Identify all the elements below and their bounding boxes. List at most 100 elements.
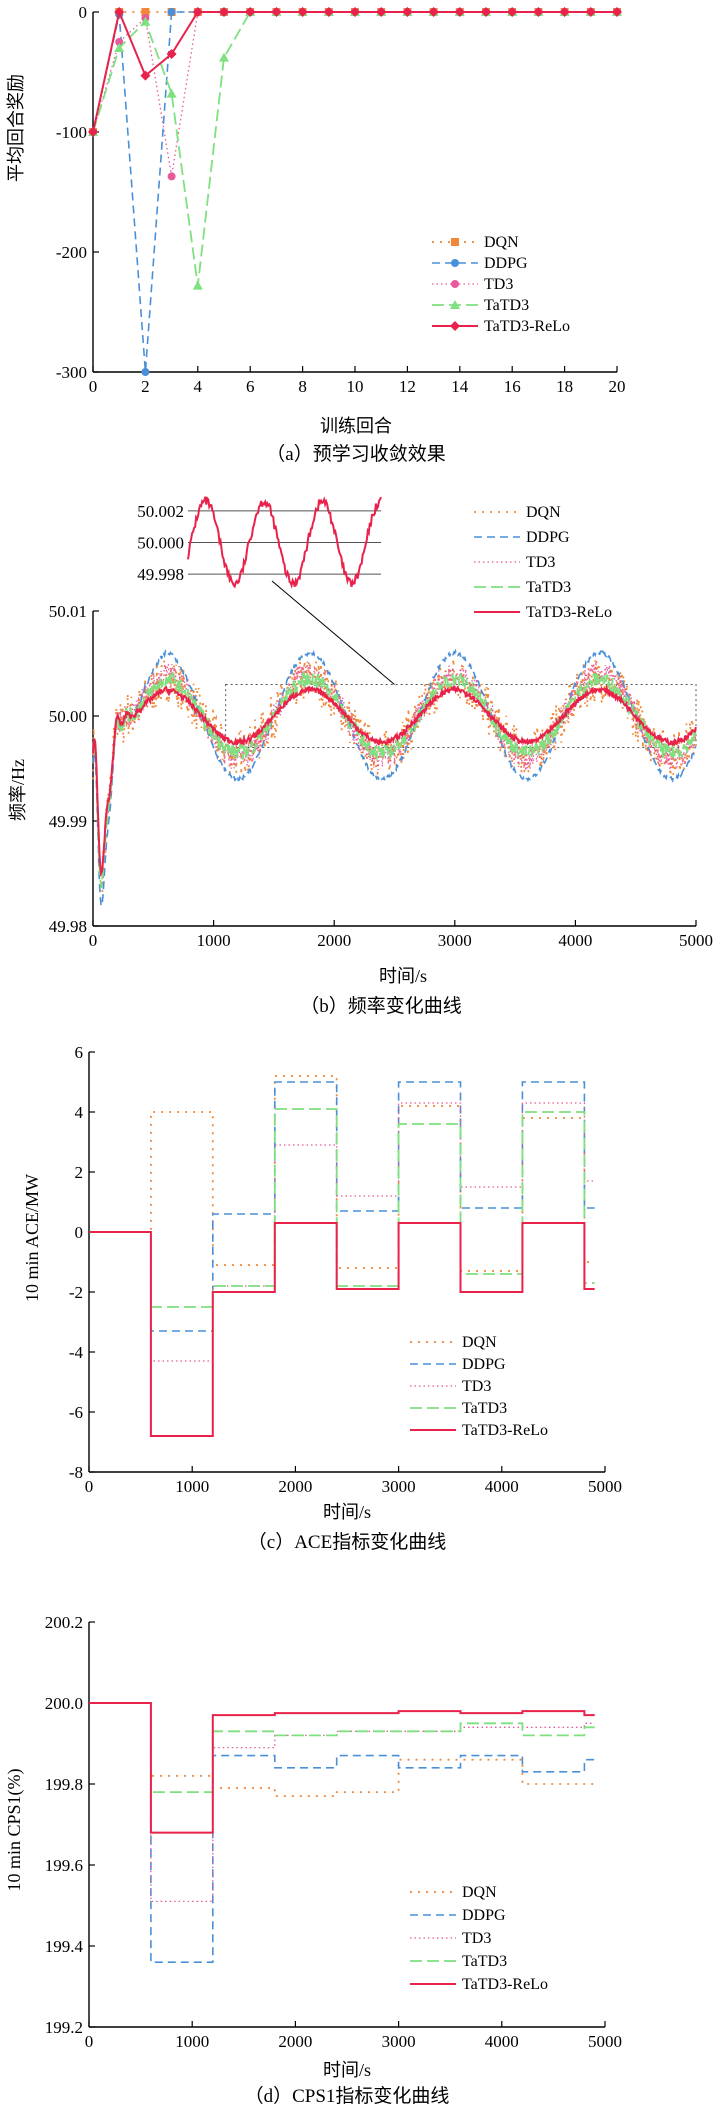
panel-d-ytick-label: 200.0 (45, 1694, 83, 1713)
panel-d-xtick-label: 1000 (175, 2032, 209, 2051)
panel-b-inset-series (187, 496, 382, 589)
panel-b-xtick-label: 3000 (438, 931, 472, 950)
panel-c-legend-label: TaTD3-ReLo (462, 1422, 548, 1439)
panel-a-ytick-label: 0 (79, 3, 88, 22)
panel-a-point-tatd3-relo (585, 7, 596, 17)
panel-c-ylabel: 10 min ACE/MW (22, 1174, 42, 1302)
panel-b-inset-tick: 50.000 (137, 534, 184, 553)
panel-d-xtick-label: 5000 (588, 2032, 622, 2051)
panel-d-series-ddpg (89, 1702, 595, 1963)
panel-b: 频率/Hz 时间/s （b）频率变化曲线 0 1000 2000 3000 4000 50… (8, 496, 713, 1017)
panel-a-xtick-label: 16 (504, 377, 521, 396)
panel-a-point-tatd3-relo (271, 7, 282, 17)
panel-c-xlabel: 时间/s (323, 1502, 371, 1522)
panel-a-xtick-label: 12 (399, 377, 416, 396)
panel-d-legend-label: DDPG (462, 1907, 506, 1924)
panel-c-ytick-label: -4 (69, 1343, 84, 1362)
panel-c-xtick-label: 4000 (485, 1477, 519, 1496)
panel-b-caption: （b）频率变化曲线 (300, 995, 462, 1017)
panel-c-ytick-label: 0 (75, 1223, 84, 1242)
panel-a-ytick-label: -200 (56, 243, 87, 262)
panel-a-xtick-label: 6 (246, 377, 255, 396)
panel-a-point-tatd3-relo (297, 7, 308, 17)
panel-a-legend-label: DQN (484, 234, 519, 251)
panel-a-point-tatd3-relo (612, 7, 622, 17)
panel-b-ytick-label: 50.00 (49, 707, 87, 726)
panel-a-ylabel: 平均回合奖励 (6, 74, 26, 182)
panel-a-point-tatd3-relo (140, 70, 151, 81)
panel-d-ytick-label: 199.6 (45, 1856, 83, 1875)
panel-c-series-tatd3-relo (89, 1222, 595, 1437)
panel-a-point-tatd3-relo (481, 7, 491, 17)
panel-d-series-tatd3 (89, 1702, 595, 1793)
panel-b-xlabel: 时间/s (379, 966, 427, 986)
panel-b-xtick-label: 5000 (679, 931, 713, 950)
panel-a-point-tatd3-relo (507, 7, 518, 17)
panel-d-legend-label: TaTD3-ReLo (462, 1976, 548, 1993)
panel-c-xtick-label: 2000 (278, 1477, 312, 1496)
panel-a-point-tatd3-relo (219, 7, 229, 17)
panel-c-xtick-label: 3000 (382, 1477, 416, 1496)
panel-b-series-tatd3 (92, 669, 697, 889)
panel-b-xtick-label: 4000 (558, 931, 592, 950)
panel-a-point-tatd3-relo (402, 7, 413, 17)
panel-d-plot: 0 1000 2000 3000 4000 5000 199.2 199.4 199.6 199.… (45, 1613, 622, 2051)
panel-b-series-ddpg (92, 648, 697, 909)
panel-a-xtick-label: 10 (347, 377, 364, 396)
panel-d-xtick-label: 2000 (278, 2032, 312, 2051)
panel-b-xtick-label: 2000 (317, 931, 351, 950)
panel-c-legend-label: TD3 (462, 1378, 491, 1395)
panel-c-series-td3 (89, 1102, 595, 1362)
panel-c-ytick-label: 2 (75, 1163, 84, 1182)
panel-c-plot: 0 1000 2000 3000 4000 5000 -8 -6 -4 -2 0 2 4 6 DQN DDPG… (69, 1043, 622, 1496)
panel-d-xtick-label: 0 (85, 2032, 94, 2051)
panel-c-legend-label: DQN (462, 1334, 497, 1351)
panel-a-legend-marker (451, 259, 459, 267)
panel-c-xtick-label: 5000 (588, 1477, 622, 1496)
panel-a-point-tatd3-relo (559, 7, 570, 17)
panel-a-point-tatd3-relo (192, 7, 203, 17)
panel-a-legend-label: TD3 (484, 276, 513, 293)
panel-b-legend-label: DDPG (526, 529, 570, 546)
panel-a-xtick-label: 20 (609, 377, 626, 396)
panel-a-point-td3 (115, 38, 124, 46)
panel-d-series-td3 (89, 1702, 595, 1903)
panel-a-legend-label: TaTD3 (484, 297, 529, 314)
panel-a-xtick-label: 4 (194, 377, 203, 396)
panel-a-point-ddpg (167, 8, 176, 16)
panel-a-point-ddpg (141, 368, 150, 376)
panel-a-legend-label: DDPG (484, 255, 528, 272)
panel-a-ytick-label: -100 (56, 123, 87, 142)
panel-c-ytick-label: -6 (69, 1403, 83, 1422)
panel-a-xtick-label: 14 (451, 377, 469, 396)
panel-a-series-tatd3-relo (92, 8, 617, 133)
panel-d-xtick-label: 4000 (485, 2032, 519, 2051)
panel-a-legend-label: TaTD3-ReLo (484, 318, 570, 335)
panel-d-ytick-label: 200.2 (45, 1613, 83, 1632)
panel-a-legend-marker (451, 280, 459, 288)
panel-a-point-tatd3-relo (454, 7, 465, 17)
panel-d-legend-label: TD3 (462, 1930, 491, 1947)
panel-a-legend-marker (450, 300, 460, 309)
panel-c: 10 min ACE/MW 时间/s （c）ACE指标变化曲线 0 1000 200… (22, 1043, 622, 1553)
panel-c-ytick-label: 6 (75, 1043, 84, 1062)
panel-d-series-tatd3-relo (89, 1702, 595, 1834)
panel-a-point-tatd3 (114, 43, 125, 52)
panel-a-point-tatd3-relo (88, 127, 98, 137)
panel-b-plot: 0 1000 2000 3000 4000 5000 49.98 49.99 50.00 50.0… (49, 496, 713, 950)
panel-a-legend-marker (450, 321, 460, 331)
panel-d: 10 min CPS1(%) 时间/s （d）CPS1指标变化曲线 0 1000 2… (4, 1613, 622, 2107)
panel-c-legend-label: TaTD3 (462, 1400, 507, 1417)
panel-d-ytick-label: 199.4 (45, 1937, 84, 1956)
panel-c-legend-label: DDPG (462, 1356, 506, 1373)
panel-b-series-dqn (92, 657, 697, 893)
panel-d-legend-label: TaTD3 (462, 1953, 507, 1970)
panel-a: 平均回合奖励 训练回合 （a）预学习收敛效果 0 2 4 6 8 10 12 14 16 18 20… (6, 3, 626, 465)
panel-a-point-tatd3 (166, 88, 177, 98)
panel-c-ytick-label: -2 (69, 1283, 83, 1302)
panel-b-legend-label: DQN (526, 504, 561, 521)
panel-d-xtick-label: 3000 (382, 2032, 416, 2051)
panel-a-point-tatd3-relo (428, 7, 439, 17)
panel-a-point-tatd3-relo (350, 7, 360, 17)
